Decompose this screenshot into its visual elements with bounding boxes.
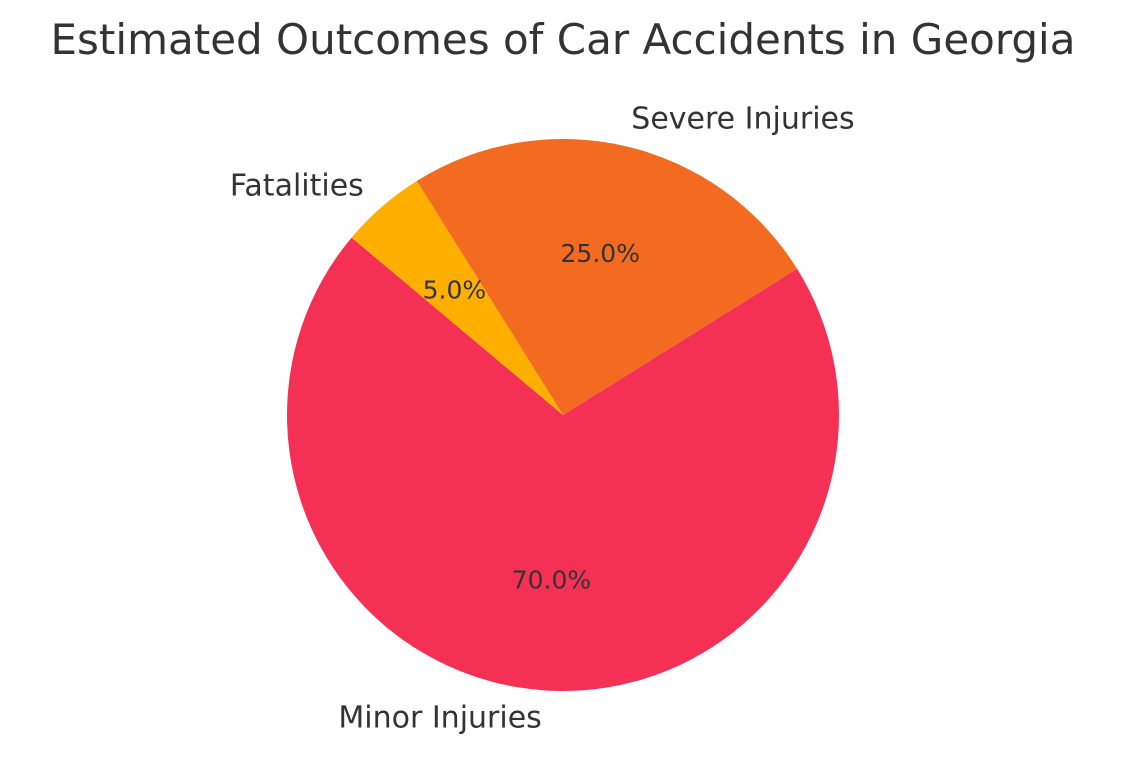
pie-slice-minor-injuries xyxy=(287,237,840,691)
slice-percent-minor-injuries: 70.0% xyxy=(512,566,591,595)
slice-label-fatalities: Fatalities xyxy=(230,168,364,203)
pie-labels: Minor Injuries 70.0% Severe Injuries 25.0% F… xyxy=(230,102,855,736)
slice-label-minor-injuries: Minor Injuries xyxy=(338,700,541,735)
slice-percent-severe-injuries: 25.0% xyxy=(561,239,640,268)
pie-slices xyxy=(287,139,840,691)
pie-slice-severe-injuries xyxy=(416,139,798,416)
slice-label-severe-injuries: Severe Injuries xyxy=(631,102,854,137)
chart-title: Estimated Outcomes of Car Accidents in G… xyxy=(51,15,1076,64)
pie-slice-fatalities xyxy=(351,180,563,415)
slice-percent-fatalities: 5.0% xyxy=(423,276,487,305)
